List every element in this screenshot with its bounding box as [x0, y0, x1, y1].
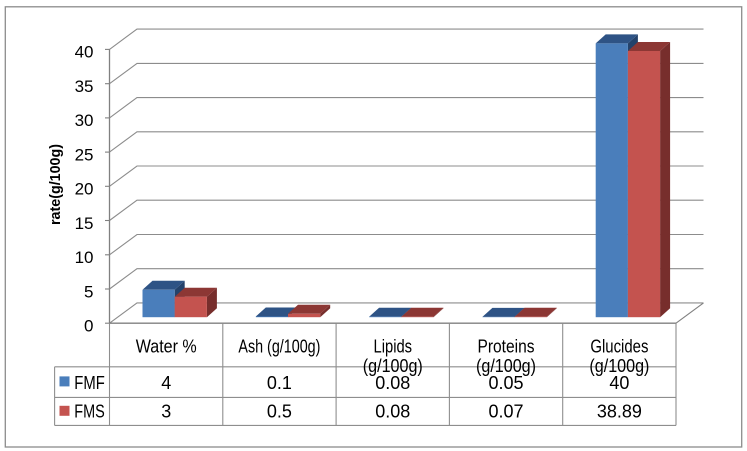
- svg-text:30: 30: [75, 111, 94, 130]
- svg-text:5: 5: [84, 282, 93, 301]
- svg-text:0.08: 0.08: [375, 373, 410, 393]
- svg-text:(g/100g): (g/100g): [476, 356, 536, 376]
- svg-text:Glucides: Glucides: [590, 337, 648, 357]
- svg-text:0: 0: [84, 317, 93, 336]
- svg-text:40: 40: [609, 373, 629, 393]
- svg-text:35: 35: [75, 77, 94, 96]
- svg-text:0.07: 0.07: [488, 402, 523, 422]
- svg-text:0.05: 0.05: [488, 373, 523, 393]
- svg-text:40: 40: [75, 43, 94, 62]
- svg-text:(g/100g): (g/100g): [363, 356, 423, 376]
- svg-text:10: 10: [75, 248, 94, 267]
- svg-text:FMF: FMF: [74, 373, 105, 393]
- svg-text:25: 25: [75, 145, 94, 164]
- svg-text:4: 4: [161, 373, 171, 393]
- svg-text:0.1: 0.1: [267, 373, 292, 393]
- svg-text:(g/100g): (g/100g): [589, 356, 649, 376]
- svg-text:15: 15: [75, 214, 94, 233]
- svg-text:0.5: 0.5: [267, 402, 292, 422]
- svg-text:Proteins: Proteins: [478, 337, 535, 357]
- svg-text:rate(g/100g): rate(g/100g): [48, 144, 64, 225]
- svg-text:3: 3: [161, 402, 171, 422]
- svg-text:Ash (g/100g): Ash (g/100g): [238, 337, 320, 357]
- svg-text:0.08: 0.08: [375, 402, 410, 422]
- svg-text:20: 20: [75, 180, 94, 199]
- svg-text:Water %: Water %: [136, 337, 197, 357]
- svg-text:38.89: 38.89: [597, 402, 642, 422]
- svg-text:FMS: FMS: [74, 402, 105, 422]
- svg-text:Lipids: Lipids: [374, 337, 413, 357]
